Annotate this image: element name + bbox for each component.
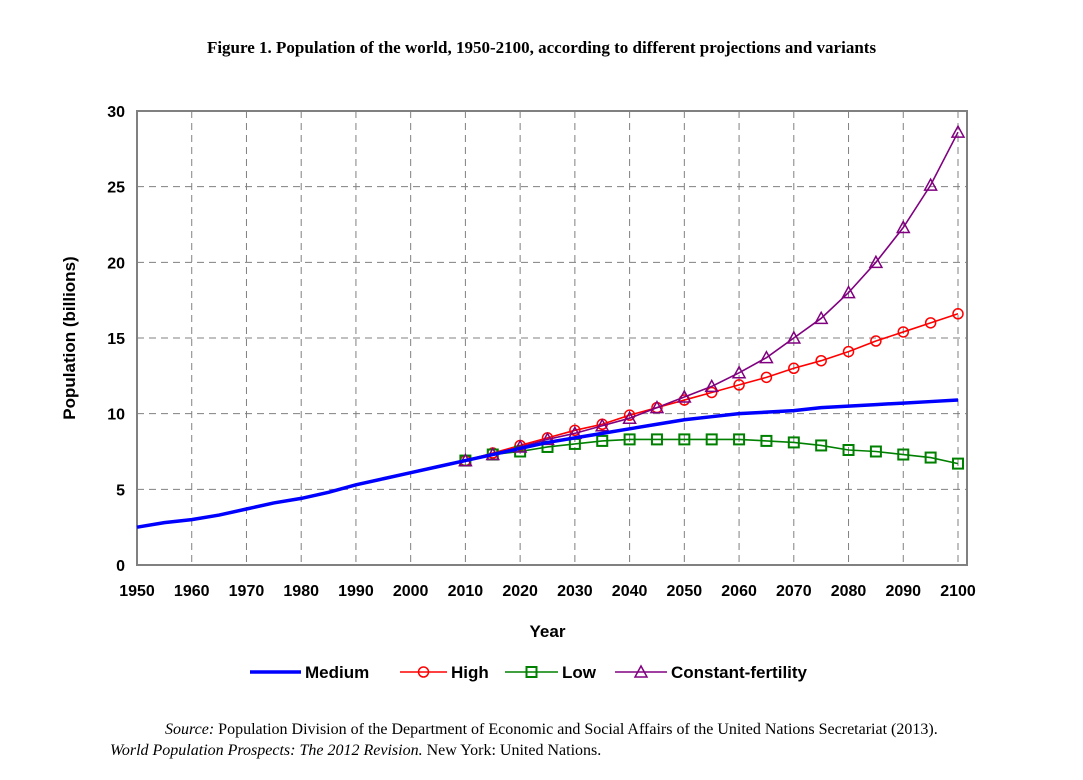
data-point [869,445,882,458]
plot-border [136,110,968,566]
legend-marker [525,666,538,678]
data-point [677,389,692,403]
x-tick-label: 2030 [557,583,593,600]
legend-label: Constant-fertility [671,663,808,682]
data-point [731,365,747,379]
legend: Medium High Low Constant-fertility [250,663,808,682]
data-point [924,451,937,464]
y-tick-label: 20 [107,255,125,272]
legend-label: Medium [305,663,369,682]
data-point [842,345,855,358]
y-tick-label: 30 [107,104,125,121]
x-tick-label: 2050 [667,583,703,600]
series-line [136,398,959,529]
series-line [465,313,959,462]
data-point [897,326,910,338]
x-axis-label: Year [530,622,566,641]
x-tick-label: 2080 [831,583,867,600]
x-tick-label: 2020 [502,583,538,600]
series-constant-fertility [458,124,966,467]
series-low [459,433,964,470]
data-point [596,434,609,447]
legend-marker [633,664,649,678]
data-point [622,410,637,424]
series-line [465,131,959,462]
data-point [870,335,882,347]
x-tick-label: 1960 [174,583,210,600]
source-publisher: New York: United Nations. [422,742,602,759]
x-tick-label: 2010 [448,583,484,600]
x-tick-label: 1990 [338,583,374,600]
data-point [952,308,964,320]
y-tick-label: 10 [107,407,125,424]
x-tick-label: 1980 [283,583,319,600]
legend-label: High [451,663,489,682]
x-tick-label: 1950 [119,583,155,600]
data-point [649,400,665,414]
y-tick-label: 25 [107,180,125,197]
data-point [786,330,802,344]
data-point [815,439,828,452]
data-point [678,433,691,446]
data-point [841,285,856,299]
data-point [842,443,855,456]
source-label: Source: [165,721,215,738]
data-point [788,362,800,375]
chart-title: Figure 1. Population of the world, 1950-… [206,38,877,57]
x-tick-label: 2090 [885,583,921,600]
data-point [704,378,719,393]
source-line-2: World Population Prospects: The 2012 Rev… [110,742,601,760]
source-publication: World Population Prospects: The 2012 Rev… [110,742,423,759]
data-point [952,457,964,470]
data-point [623,433,636,446]
y-axis-label: Population (billions) [60,256,79,419]
x-tick-label: 2070 [776,583,812,600]
data-point [623,409,636,421]
data-point [760,371,773,384]
x-tick-label: 2060 [721,583,757,600]
data-point [705,386,718,399]
source-text: Population Division of the Department of… [214,721,938,738]
x-tick-label: 1970 [229,583,265,600]
data-point [868,254,884,269]
x-tick-label: 2000 [393,583,429,600]
data-point [540,431,555,446]
data-point [815,354,827,367]
data-point [705,433,718,446]
data-point [733,379,745,391]
source-line-1: Source: Population Division of the Depar… [165,721,938,739]
x-tick-label: 2100 [940,583,976,600]
series-line [465,438,959,465]
data-point [594,418,610,432]
y-tick-label: 5 [116,482,125,499]
data-point [569,424,581,437]
y-tick-label: 0 [116,558,125,575]
series-medium [136,398,959,529]
data-point [950,124,966,138]
legend-label: Low [562,663,597,682]
data-point [650,433,663,446]
data-point [924,317,937,329]
x-tick-label: 2040 [612,583,648,600]
data-point [759,350,774,364]
data-point [923,177,938,191]
legend-marker [417,666,430,678]
data-point [733,433,746,446]
data-point [897,448,910,461]
y-tick-label: 15 [107,331,125,348]
data-point [896,219,911,234]
data-point [787,436,800,449]
data-point [760,434,773,447]
data-point [813,310,829,325]
